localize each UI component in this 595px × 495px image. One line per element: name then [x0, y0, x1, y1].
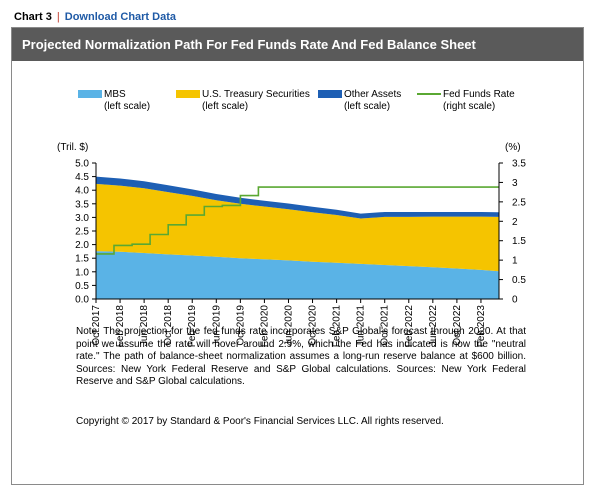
y-tick-label: 0.0 [75, 295, 89, 306]
x-tick-label: Feb 2023 [476, 305, 487, 348]
y-tick-label: 5.0 [75, 159, 89, 170]
x-tick-label: Oct 2018 [163, 305, 174, 346]
legend-label-2: Other Assets [344, 89, 401, 100]
y-tick-label: 3.0 [75, 213, 89, 224]
line-fed-funds-rate [96, 186, 499, 255]
y2-tick-label: 1.5 [512, 236, 526, 247]
legend-sublabel-1: (left scale) [202, 101, 248, 112]
area-other-assets [96, 176, 499, 219]
legend-swatch-1 [176, 90, 200, 98]
x-tick-label: Feb 2020 [259, 305, 270, 348]
chart-title: Projected Normalization Path For Fed Fun… [22, 37, 476, 52]
chart-title-bar: Projected Normalization Path For Fed Fun… [12, 28, 583, 61]
y2-tick-label: 3.5 [512, 159, 526, 170]
legend-sublabel-2: (left scale) [344, 101, 390, 112]
legend-swatch-2 [318, 90, 342, 98]
y-tick-label: 3.5 [75, 199, 89, 210]
y2-tick-label: 2.5 [512, 197, 526, 208]
x-tick-label: Feb 2021 [332, 305, 343, 348]
chart-header: Chart 3 | Download Chart Data [14, 11, 176, 25]
legend-sublabel-0: (left scale) [104, 101, 150, 112]
y-axis-label: (Tril. $) [57, 142, 88, 153]
y2-tick-label: 2 [512, 217, 518, 228]
x-tick-label: Jun 2020 [283, 305, 294, 347]
x-tick-label: Jun 2018 [139, 305, 150, 347]
y-tick-label: 0.5 [75, 281, 89, 292]
x-tick-label: Feb 2019 [187, 305, 198, 348]
legend-swatch-0 [78, 90, 102, 98]
y-tick-label: 1.0 [75, 267, 89, 278]
y-tick-label: 4.5 [75, 172, 89, 183]
legend-label-1: U.S. Treasury Securities [202, 89, 310, 100]
x-tick-label: Oct 2017 [91, 305, 102, 346]
chart-note: Note: The projection for the fed funds r… [76, 326, 526, 387]
chart-axes: 0.0 0.5 1.0 1.5 2.0 2.5 3.0 3.5 4.0 4.5 5.0 0 0.5 1 1.… [75, 159, 526, 348]
y2-tick-label: 0.5 [512, 275, 526, 286]
y2-axis-label: (%) [505, 142, 521, 153]
download-chart-data-link[interactable]: Download Chart Data [64, 11, 176, 23]
x-tick-label: Oct 2021 [380, 305, 391, 346]
chart-legend: MBS(left scale)U.S. Treasury Securities(… [78, 89, 515, 112]
area-mbs [96, 251, 499, 299]
y2-tick-label: 1 [512, 256, 518, 267]
x-tick-label: Jun 2019 [211, 305, 222, 347]
y-tick-label: 2.5 [75, 227, 89, 238]
header-separator: | [56, 11, 60, 23]
x-tick-label: Feb 2022 [404, 305, 415, 348]
x-tick-label: Feb 2018 [115, 305, 126, 348]
copyright-text: Copyright © 2017 by Standard & Poor's Fi… [76, 416, 444, 427]
chart-lines [96, 186, 499, 255]
x-tick-label: Oct 2019 [235, 305, 246, 346]
chart-areas [96, 176, 499, 299]
legend-sublabel-3: (right scale) [443, 101, 495, 112]
x-tick-label: Oct 2022 [452, 305, 463, 346]
y-tick-label: 4.0 [75, 186, 89, 197]
y-tick-label: 1.5 [75, 254, 89, 265]
x-tick-label: Oct 2020 [308, 305, 319, 346]
y2-tick-label: 0 [512, 295, 518, 306]
y2-tick-label: 3 [512, 178, 518, 189]
x-tick-label: Jun 2021 [356, 305, 367, 347]
legend-label-3: Fed Funds Rate [443, 89, 515, 100]
area-u-s-treasury-securities [96, 183, 499, 272]
legend-label-0: MBS [104, 89, 126, 100]
chart-number: Chart 3 [14, 11, 52, 23]
x-tick-label: Jun 2022 [428, 305, 439, 347]
y-tick-label: 2.0 [75, 240, 89, 251]
chart-frame: Projected Normalization Path For Fed Fun… [11, 27, 584, 485]
